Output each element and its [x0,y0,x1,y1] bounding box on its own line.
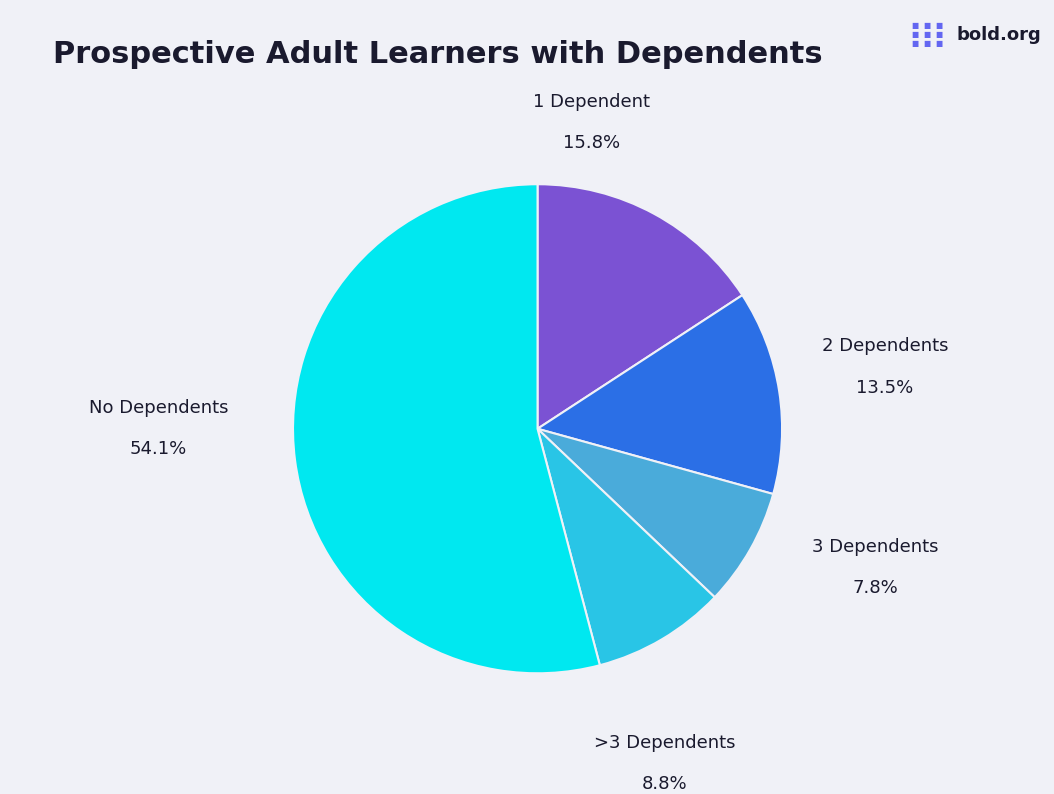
Text: 7.8%: 7.8% [852,580,898,597]
Text: ■: ■ [912,21,918,30]
Text: 3 Dependents: 3 Dependents [812,538,938,556]
Text: 2 Dependents: 2 Dependents [821,337,948,356]
Text: 1 Dependent: 1 Dependent [533,93,650,111]
Text: ■: ■ [923,21,931,30]
Text: ■: ■ [912,30,918,39]
Text: 13.5%: 13.5% [856,379,914,397]
Text: Prospective Adult Learners with Dependents: Prospective Adult Learners with Dependen… [53,40,822,69]
Wedge shape [538,184,742,429]
Text: bold.org: bold.org [957,25,1041,44]
Text: ■: ■ [936,21,942,30]
Wedge shape [293,184,600,673]
Text: 15.8%: 15.8% [563,134,620,152]
Text: 54.1%: 54.1% [130,440,188,458]
Text: ■: ■ [923,30,931,39]
Text: No Dependents: No Dependents [89,399,229,417]
Wedge shape [538,295,782,494]
Text: ■: ■ [912,39,918,48]
Wedge shape [538,429,774,597]
Text: ■: ■ [936,30,942,39]
Text: 8.8%: 8.8% [642,775,687,793]
Text: >3 Dependents: >3 Dependents [594,734,736,752]
Text: ■: ■ [936,39,942,48]
Text: ■: ■ [923,39,931,48]
Wedge shape [538,429,715,665]
